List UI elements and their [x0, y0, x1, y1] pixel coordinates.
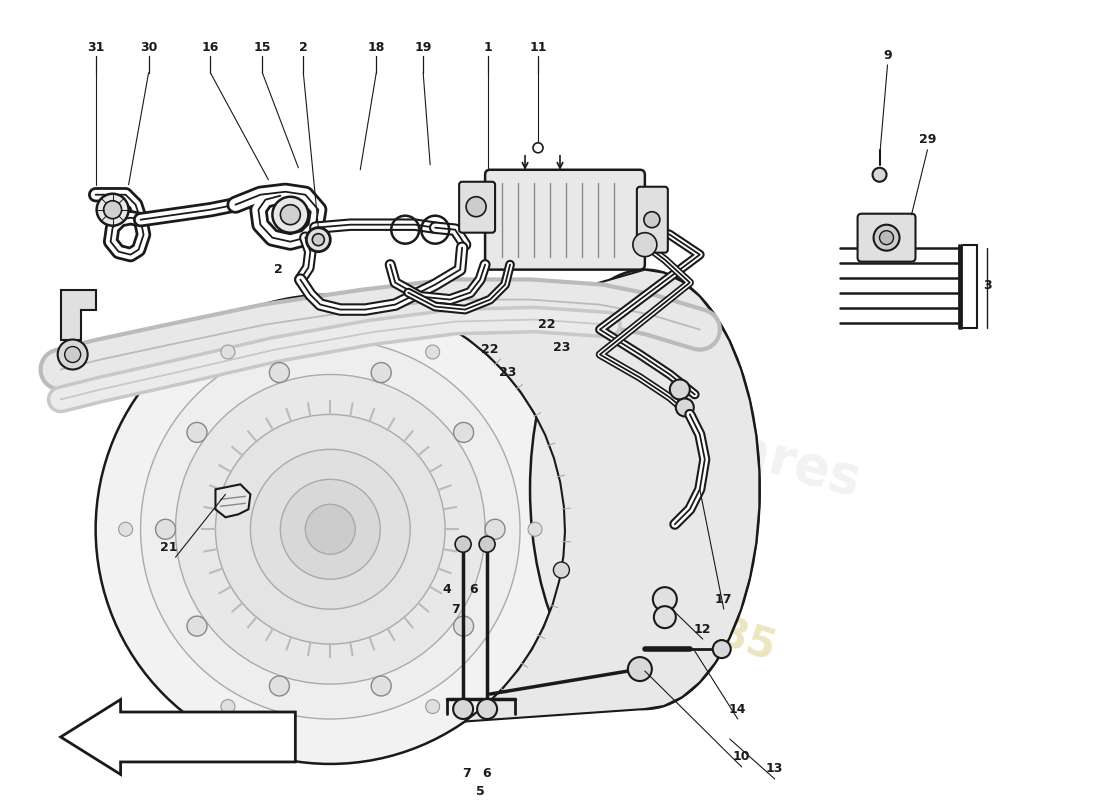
- Circle shape: [455, 536, 471, 552]
- Text: 30: 30: [140, 42, 157, 54]
- Circle shape: [553, 562, 570, 578]
- Circle shape: [480, 536, 495, 552]
- Circle shape: [221, 699, 235, 714]
- Circle shape: [187, 616, 207, 636]
- Text: 22: 22: [538, 318, 556, 331]
- Circle shape: [306, 504, 355, 554]
- Text: 12: 12: [694, 622, 712, 636]
- Text: 2: 2: [119, 388, 322, 670]
- Circle shape: [221, 345, 235, 359]
- Circle shape: [426, 345, 440, 359]
- Text: 7: 7: [462, 767, 471, 781]
- Circle shape: [453, 616, 474, 636]
- Circle shape: [57, 339, 88, 370]
- Text: 11: 11: [529, 42, 547, 54]
- Circle shape: [371, 362, 392, 382]
- Circle shape: [65, 346, 80, 362]
- Text: 6: 6: [469, 582, 477, 596]
- Circle shape: [251, 450, 410, 609]
- FancyArrow shape: [60, 699, 296, 774]
- Circle shape: [103, 201, 122, 218]
- Text: eurospares: eurospares: [532, 371, 867, 507]
- Circle shape: [644, 212, 660, 228]
- Circle shape: [141, 339, 520, 719]
- Circle shape: [632, 233, 657, 257]
- Circle shape: [466, 197, 486, 217]
- Circle shape: [713, 640, 730, 658]
- Circle shape: [312, 234, 324, 246]
- Text: 15: 15: [254, 42, 271, 54]
- Text: 23: 23: [553, 341, 571, 354]
- Text: 31: 31: [87, 42, 104, 54]
- Text: 7: 7: [451, 602, 460, 616]
- Text: 13: 13: [766, 762, 783, 775]
- Circle shape: [306, 228, 330, 252]
- Circle shape: [176, 374, 485, 684]
- Circle shape: [216, 414, 446, 644]
- Text: 1: 1: [484, 42, 493, 54]
- Text: 14: 14: [729, 702, 747, 715]
- Circle shape: [628, 657, 652, 681]
- Circle shape: [270, 676, 289, 696]
- Text: 22: 22: [482, 343, 498, 356]
- Circle shape: [670, 379, 690, 399]
- Text: 19: 19: [415, 42, 432, 54]
- Circle shape: [880, 230, 893, 245]
- Text: 16: 16: [201, 42, 219, 54]
- Circle shape: [485, 519, 505, 539]
- Circle shape: [371, 676, 392, 696]
- Circle shape: [97, 194, 129, 226]
- Text: 4: 4: [443, 582, 451, 596]
- Circle shape: [119, 522, 133, 536]
- Polygon shape: [216, 484, 251, 518]
- Text: 2: 2: [274, 263, 283, 276]
- Text: 6: 6: [482, 767, 491, 781]
- Ellipse shape: [530, 270, 760, 709]
- Text: a passion 185: a passion 185: [460, 529, 780, 669]
- Circle shape: [453, 699, 473, 719]
- FancyBboxPatch shape: [459, 182, 495, 233]
- Text: 18: 18: [367, 42, 385, 54]
- Circle shape: [873, 225, 900, 250]
- Circle shape: [675, 398, 694, 417]
- Circle shape: [270, 362, 289, 382]
- Circle shape: [534, 143, 543, 153]
- Polygon shape: [60, 290, 96, 339]
- Circle shape: [273, 197, 308, 233]
- Text: 29: 29: [918, 134, 936, 146]
- Text: 3: 3: [983, 279, 992, 292]
- Text: 2: 2: [299, 42, 308, 54]
- Circle shape: [187, 422, 207, 442]
- Circle shape: [280, 205, 300, 225]
- Circle shape: [528, 522, 542, 536]
- Text: 5: 5: [475, 786, 484, 798]
- Text: 9: 9: [883, 50, 892, 62]
- Circle shape: [872, 168, 887, 182]
- Text: 23: 23: [499, 366, 517, 379]
- Text: 17: 17: [715, 593, 733, 606]
- Circle shape: [280, 479, 381, 579]
- Text: 10: 10: [733, 750, 750, 763]
- Polygon shape: [448, 270, 759, 722]
- FancyBboxPatch shape: [637, 186, 668, 253]
- Circle shape: [453, 422, 474, 442]
- Circle shape: [96, 294, 565, 764]
- Circle shape: [155, 519, 176, 539]
- Text: 21: 21: [160, 541, 177, 554]
- FancyBboxPatch shape: [858, 214, 915, 262]
- Circle shape: [653, 606, 675, 628]
- FancyBboxPatch shape: [485, 170, 645, 270]
- Circle shape: [477, 699, 497, 719]
- Circle shape: [653, 587, 676, 611]
- Circle shape: [426, 699, 440, 714]
